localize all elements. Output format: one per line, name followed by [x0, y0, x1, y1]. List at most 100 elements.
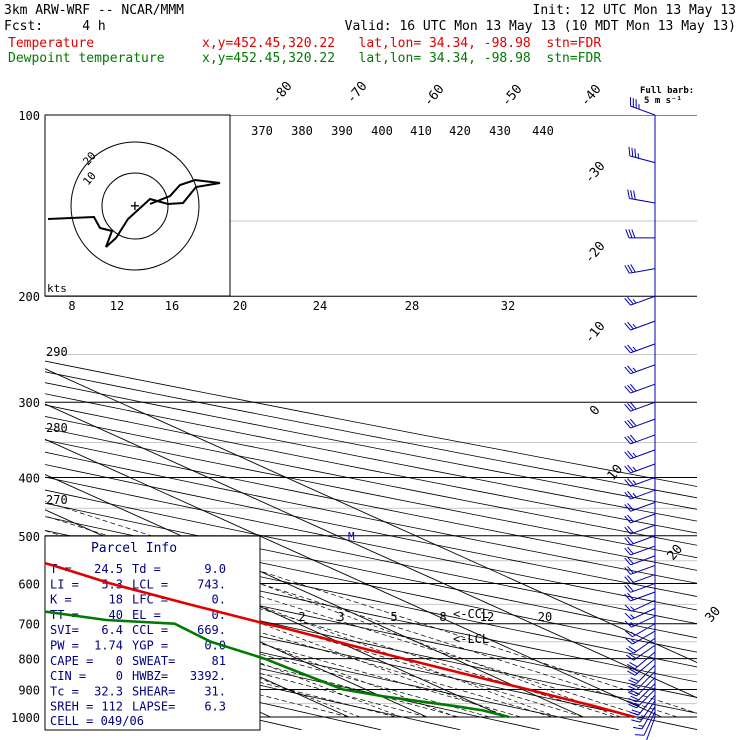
barb-staff — [630, 489, 656, 500]
barb-flag — [627, 435, 634, 444]
barb-staff — [630, 463, 656, 474]
level-marker-m: M — [348, 530, 355, 543]
barb-flag — [627, 490, 634, 499]
barb-half-flag — [632, 452, 637, 458]
hodograph-axis-label-16: 16 — [165, 299, 179, 313]
wind-barb — [624, 264, 656, 274]
barb-half-flag — [636, 717, 642, 721]
barb-flag — [627, 546, 634, 555]
isotherm-label: 30 — [703, 604, 725, 626]
wind-barb — [624, 564, 656, 575]
temperature-profile — [45, 561, 635, 719]
isotherm-label: -40 — [578, 82, 605, 110]
barb-flag — [626, 663, 636, 670]
barb-flag — [627, 402, 634, 411]
barb-flag — [628, 691, 637, 697]
hodograph-axis-label-24: 24 — [313, 299, 327, 313]
parcel-value: 0 — [116, 654, 123, 668]
kts-label: kts — [47, 282, 67, 295]
wind-barb — [624, 383, 656, 394]
parcel-key: K = — [50, 593, 72, 607]
barb-flag — [627, 525, 634, 534]
barb-staff — [630, 418, 656, 429]
barb-staff — [634, 651, 656, 670]
barb-flag — [628, 645, 637, 652]
mixing-ratio-label-3: 3 — [337, 610, 344, 624]
valid-time: Valid: 16 UTC Mon 13 May 13 (10 MDT Mon … — [344, 19, 736, 34]
parcel-value: 6.4 — [101, 623, 123, 637]
theta-label-420: 420 — [449, 124, 471, 138]
pressure-label-900: 900 — [18, 683, 40, 697]
mixing-ratio-label-2: 2 — [298, 610, 305, 624]
hodograph-ring-20 — [70, 141, 200, 271]
barb-staff — [630, 591, 656, 602]
barb-flag — [634, 148, 637, 158]
parcel-value: 32.3 — [94, 684, 123, 698]
wind-barb — [624, 476, 656, 487]
barb-staff — [630, 434, 656, 445]
barb-flag — [628, 697, 637, 703]
isotherm-label: -50 — [499, 82, 526, 110]
pressure-label-800: 800 — [18, 653, 40, 667]
wind-barb — [624, 343, 656, 354]
barb-half-flag — [630, 606, 635, 611]
barb-half-flag — [632, 492, 637, 498]
barb-staff — [632, 630, 656, 645]
barb-flag — [627, 592, 634, 601]
parcel-value: 0 — [116, 669, 123, 683]
parcel-key: Tc = — [50, 684, 79, 698]
moist-adiabat-28 — [45, 530, 647, 718]
barb-flag — [624, 403, 631, 412]
dry-adiabat-480 — [45, 360, 697, 487]
barb-half-flag — [632, 466, 637, 472]
theta-label-430: 430 — [489, 124, 511, 138]
mixing-ratio-label-12: 12 — [480, 610, 494, 624]
wind-barb — [625, 623, 656, 638]
dry-adiabat-360 — [45, 502, 697, 639]
isotherm-label: 0 — [587, 403, 604, 419]
barb-staff — [630, 535, 656, 546]
dewpoint-profile — [45, 610, 510, 719]
isotherm-20 — [45, 473, 584, 718]
barb-half-flag — [630, 614, 635, 619]
wind-barb — [624, 599, 656, 612]
parcel-key: SVI= — [50, 623, 79, 637]
barb-staff — [633, 637, 656, 654]
barb-flag — [627, 384, 634, 393]
dry-adiabat-390 — [45, 464, 697, 597]
dry-adiabat-280 — [45, 619, 540, 730]
barb-staff — [629, 197, 656, 204]
wind-barb — [624, 555, 656, 566]
theta-label-390: 390 — [331, 124, 353, 138]
barb-staff — [636, 677, 656, 697]
isotherm-label: -70 — [344, 79, 371, 107]
barb-flag — [625, 229, 630, 239]
pressure-label-200: 200 — [18, 290, 40, 304]
wind-barb — [624, 418, 656, 429]
barb-flag — [624, 515, 631, 524]
model-title: 3km ARW-WRF -- NCAR/MMM — [4, 3, 185, 18]
wind-barb — [624, 489, 656, 500]
isotherm-label: -60 — [421, 82, 448, 110]
barb-flag — [629, 434, 637, 443]
barb-flag — [628, 679, 637, 684]
mixing-ratio-label-5: 5 — [390, 610, 397, 624]
barb-flag — [630, 264, 636, 273]
parcel-value: 31. — [204, 684, 226, 698]
barb-flag — [624, 537, 631, 545]
barb-flag — [629, 711, 639, 716]
dry-adiabat-300 — [45, 588, 697, 730]
barb-flag — [624, 366, 631, 375]
barb-staff — [630, 513, 656, 524]
parcel-key: CIN = — [50, 669, 86, 683]
barb-flag — [625, 654, 634, 661]
barb-flag — [631, 709, 641, 714]
parcel-key: HWBZ= — [132, 669, 168, 683]
parcel-key: CAPE = — [50, 654, 93, 668]
barb-flag — [631, 147, 634, 157]
isotherm-50 — [45, 368, 697, 663]
barb-flag — [624, 557, 631, 566]
hodograph-axis-label-20: 20 — [233, 299, 247, 313]
wind-barb — [624, 513, 656, 524]
